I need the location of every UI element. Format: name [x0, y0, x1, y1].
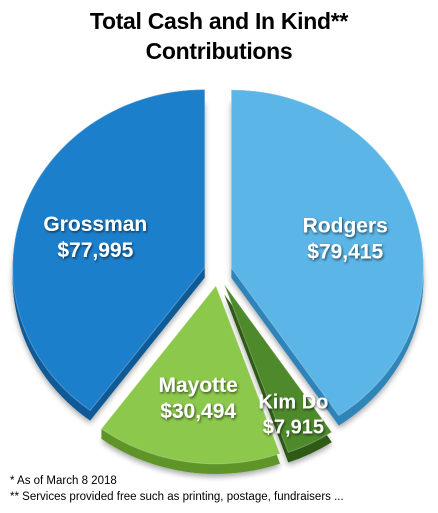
- footnote-as-of: * As of March 8 2018: [10, 475, 117, 487]
- pie-slice-grossman: [12, 89, 206, 412]
- footnotes: * As of March 8 2018 ** Services provide…: [10, 473, 430, 505]
- slice-label-name-rodgers: Rodgers: [303, 215, 388, 238]
- footnote-services: ** Services provided free such as printi…: [10, 491, 344, 503]
- chart-title-line-2: Contributions: [145, 38, 293, 64]
- pie-slice-mayotte: [100, 284, 281, 465]
- pie-slice-kim-do: [223, 284, 333, 453]
- slice-label-name-mayotte: Mayotte: [158, 374, 237, 397]
- slice-label-name-kim-do: Kim Do: [258, 392, 328, 414]
- slice-label-value-kim-do: $7,915: [263, 417, 324, 439]
- chart-title-line-1: Total Cash and In Kind**: [89, 8, 349, 34]
- slice-label-value-grossman: $77,995: [57, 239, 133, 262]
- slice-label-value-mayotte: $30,494: [160, 400, 236, 423]
- slice-label-name-grossman: Grossman: [43, 213, 147, 236]
- slice-label-value-rodgers: $79,415: [307, 241, 383, 264]
- pie-slice-rodgers: [230, 89, 424, 417]
- chart-title: Total Cash and In Kind** Contributions: [0, 6, 438, 66]
- pie-slice-side-kim-do: [224, 284, 332, 463]
